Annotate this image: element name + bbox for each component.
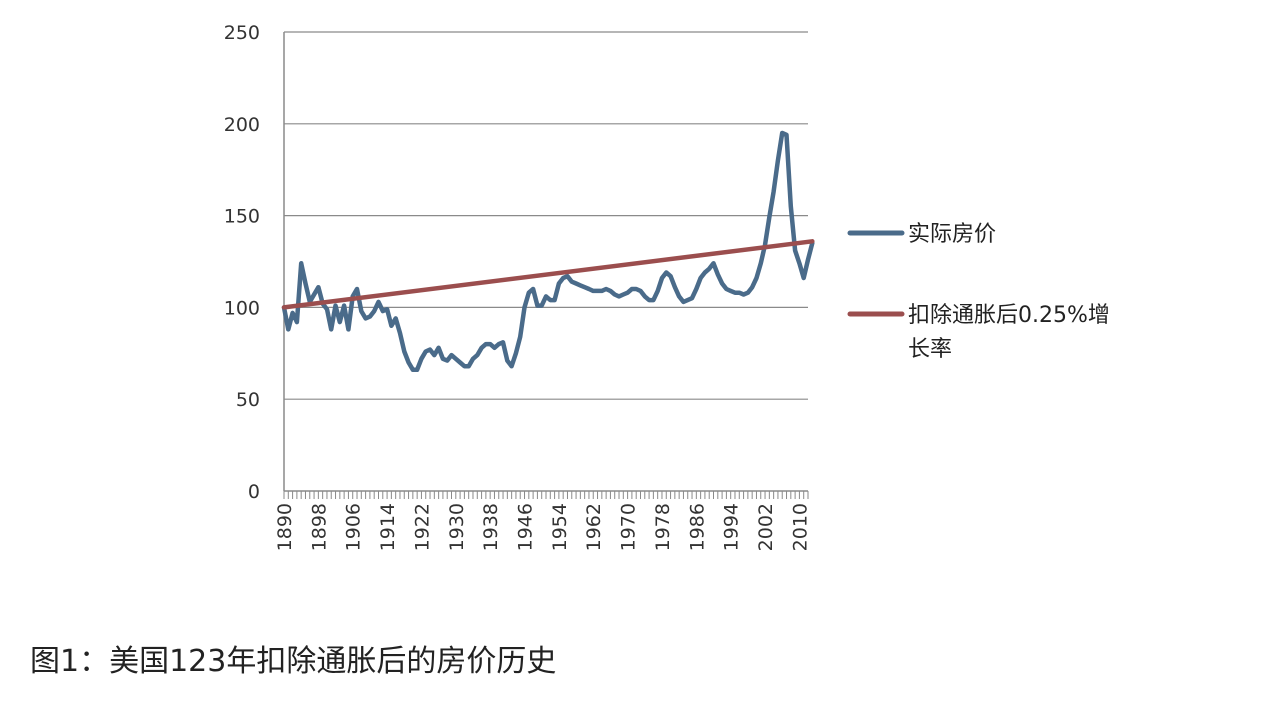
y-tick-label: 0 (248, 481, 260, 503)
figure-caption: 图1：美国123年扣除通胀后的房价历史 (30, 644, 557, 679)
x-tick-label: 2002 (755, 503, 777, 551)
x-tick-label: 1994 (721, 503, 743, 551)
x-tick-label: 1986 (686, 503, 708, 551)
grid-lines (284, 31, 808, 400)
x-tick-label: 1954 (549, 503, 571, 551)
x-tick-label: 1938 (480, 503, 502, 551)
x-tick-label: 1922 (411, 503, 433, 551)
x-tick-label: 1906 (343, 503, 365, 551)
x-tick-label: 1970 (618, 503, 640, 551)
legend-item-trend: 扣除通胀后0.25%增长率 (847, 303, 1110, 362)
x-axis-ticks: 1890 1898 1906 1914 1922 1930 1938 1946 1954 1962… (274, 503, 811, 551)
x-tick-label: 1930 (446, 503, 468, 551)
y-tick-label: 150 (224, 206, 260, 228)
x-tick-label: 1898 (308, 503, 330, 551)
house-price-chart: 0 50 100 150 200 250 1890 1898 1906 1914 1922 1930… (224, 22, 1110, 551)
series-real-price-line (281, 130, 815, 373)
y-tick-label: 250 (224, 22, 260, 44)
axes (283, 32, 809, 499)
x-tick-label: 2010 (789, 503, 811, 551)
x-tick-label: 1914 (377, 503, 399, 551)
series-lines (281, 130, 815, 373)
legend: 实际房价 扣除通胀后0.25%增长率 (847, 222, 1110, 362)
y-axis-ticks: 0 50 100 150 200 250 (224, 22, 260, 503)
y-tick-label: 100 (224, 297, 260, 319)
x-tick-label: 1946 (515, 503, 537, 551)
legend-label-real-price: 实际房价 (908, 222, 996, 247)
legend-label-trend: 扣除通胀后0.25%增长率 (908, 303, 1110, 362)
y-tick-label: 50 (236, 389, 260, 411)
legend-item-real-price: 实际房价 (847, 222, 996, 247)
x-tick-label: 1890 (274, 503, 296, 551)
x-tick-label: 1962 (583, 503, 605, 551)
x-tick-label: 1978 (652, 503, 674, 551)
series-trend-line (281, 239, 815, 310)
y-tick-label: 200 (224, 114, 260, 136)
